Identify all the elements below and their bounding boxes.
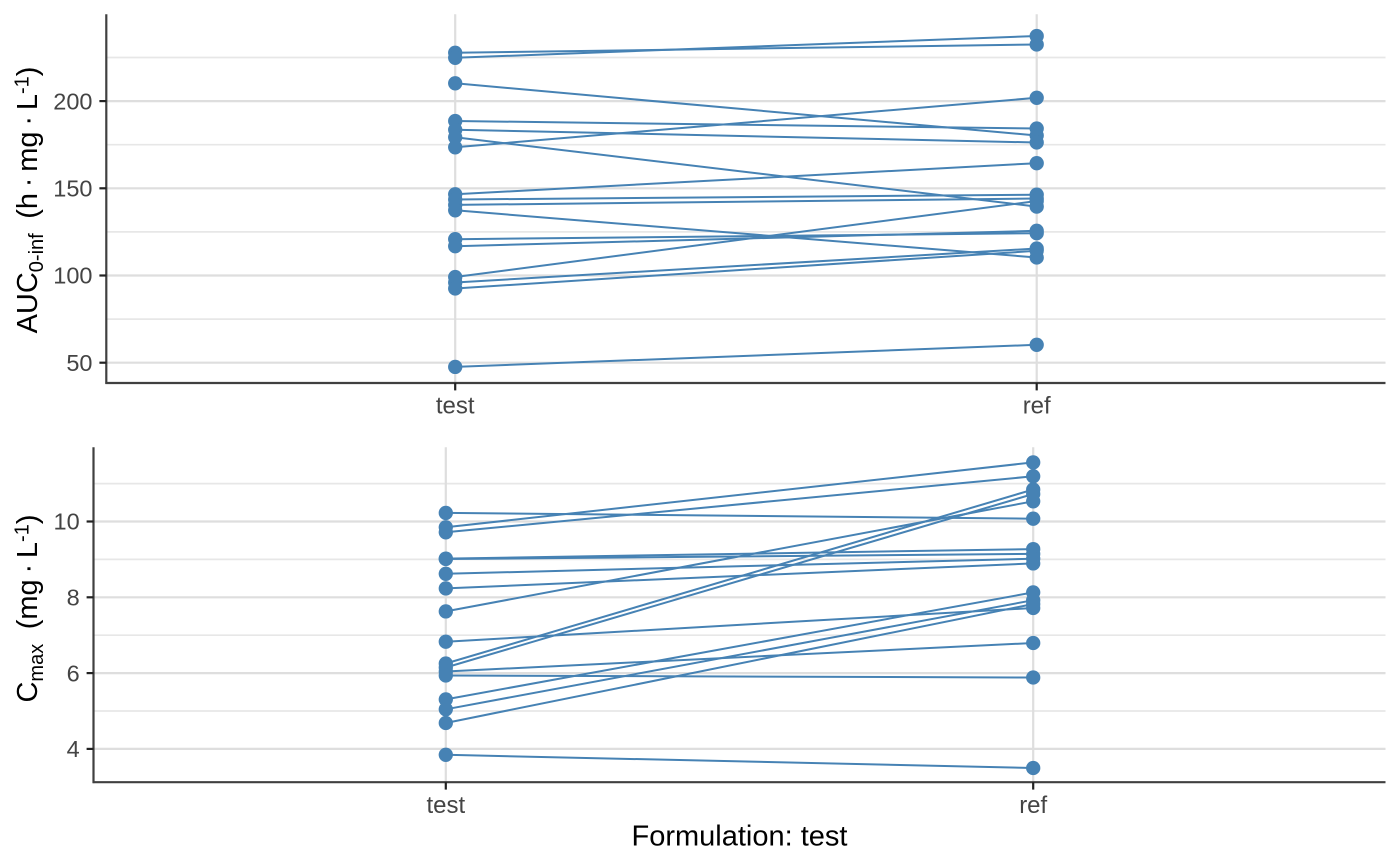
svg-text:6: 6 bbox=[67, 660, 80, 686]
svg-text:Formulation: test: Formulation: test bbox=[632, 821, 848, 853]
svg-text:50: 50 bbox=[66, 350, 92, 376]
svg-text:Cmax (mg · L-1): Cmax (mg · L-1) bbox=[11, 514, 48, 702]
svg-text:10: 10 bbox=[54, 509, 80, 535]
svg-text:4: 4 bbox=[67, 736, 80, 762]
svg-text:150: 150 bbox=[53, 176, 92, 202]
svg-text:200: 200 bbox=[53, 88, 92, 114]
svg-text:test: test bbox=[426, 792, 465, 819]
svg-text:test: test bbox=[436, 393, 475, 420]
svg-text:100: 100 bbox=[53, 263, 92, 289]
svg-text:ref: ref bbox=[1019, 792, 1047, 819]
svg-text:ref: ref bbox=[1023, 393, 1051, 420]
svg-text:AUC0-inf (h · mg · L-1): AUC0-inf (h · mg · L-1) bbox=[11, 67, 48, 334]
svg-text:8: 8 bbox=[67, 585, 80, 611]
